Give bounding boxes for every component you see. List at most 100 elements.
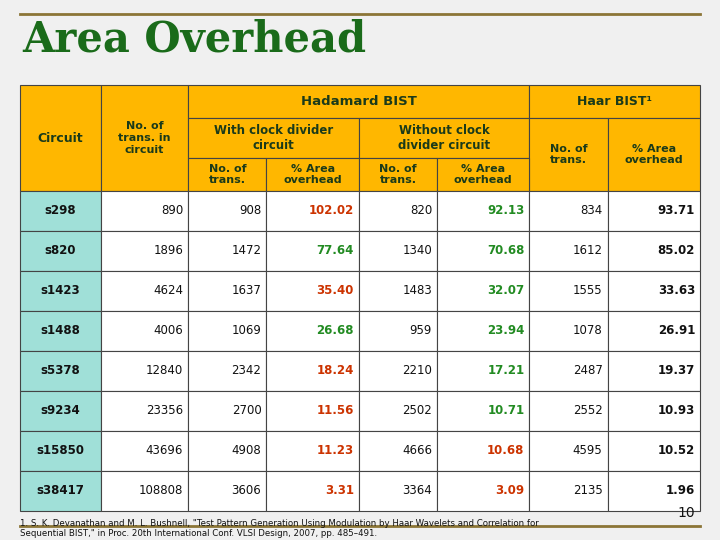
- Bar: [266, 191, 359, 231]
- Bar: [529, 191, 608, 231]
- Bar: [359, 158, 437, 191]
- Text: 1078: 1078: [573, 325, 603, 338]
- Bar: [437, 351, 529, 391]
- Text: 19.37: 19.37: [658, 364, 695, 377]
- Text: 32.07: 32.07: [487, 285, 524, 298]
- Bar: [188, 85, 529, 118]
- Text: 77.64: 77.64: [317, 245, 354, 258]
- Bar: [188, 271, 266, 311]
- Bar: [359, 118, 529, 158]
- Text: s1423: s1423: [40, 285, 80, 298]
- Bar: [529, 311, 608, 351]
- Bar: [608, 271, 700, 311]
- Text: 11.56: 11.56: [317, 404, 354, 417]
- Bar: [20, 391, 101, 431]
- Text: 2135: 2135: [573, 484, 603, 497]
- Bar: [437, 191, 529, 231]
- Text: 10.71: 10.71: [487, 404, 524, 417]
- Bar: [101, 351, 188, 391]
- Text: Circuit: Circuit: [37, 132, 83, 145]
- Bar: [437, 231, 529, 271]
- Bar: [437, 391, 529, 431]
- Bar: [529, 118, 608, 191]
- Text: 3.09: 3.09: [495, 484, 524, 497]
- Bar: [437, 431, 529, 471]
- Bar: [101, 191, 188, 231]
- Text: 1. S. K. Devanathan and M. L. Bushnell, "Test Pattern Generation Using Modulatio: 1. S. K. Devanathan and M. L. Bushnell, …: [20, 519, 539, 538]
- Bar: [359, 311, 437, 351]
- Bar: [20, 85, 101, 191]
- Text: No. of
trans.: No. of trans.: [379, 164, 417, 185]
- Text: 23.94: 23.94: [487, 325, 524, 338]
- Bar: [437, 158, 529, 191]
- Bar: [529, 471, 608, 511]
- Text: Haar BIST¹: Haar BIST¹: [577, 95, 652, 108]
- Text: No. of
trans.: No. of trans.: [549, 144, 588, 165]
- Bar: [188, 158, 266, 191]
- Text: 4666: 4666: [402, 444, 432, 457]
- Bar: [608, 351, 700, 391]
- Text: 12840: 12840: [146, 364, 183, 377]
- Text: 1472: 1472: [231, 245, 261, 258]
- Text: 35.40: 35.40: [317, 285, 354, 298]
- Text: 3606: 3606: [232, 484, 261, 497]
- Text: 890: 890: [161, 205, 183, 218]
- Bar: [359, 191, 437, 231]
- Text: 2342: 2342: [232, 364, 261, 377]
- Bar: [359, 231, 437, 271]
- Bar: [359, 471, 437, 511]
- Bar: [266, 391, 359, 431]
- Bar: [266, 471, 359, 511]
- Bar: [188, 391, 266, 431]
- Text: s5378: s5378: [40, 364, 80, 377]
- Text: 1896: 1896: [153, 245, 183, 258]
- Text: 908: 908: [239, 205, 261, 218]
- Text: Hadamard BIST: Hadamard BIST: [301, 95, 417, 108]
- Bar: [266, 231, 359, 271]
- Text: 102.02: 102.02: [309, 205, 354, 218]
- Bar: [101, 391, 188, 431]
- Text: s15850: s15850: [36, 444, 84, 457]
- Text: 92.13: 92.13: [487, 205, 524, 218]
- Text: 2487: 2487: [572, 364, 603, 377]
- Bar: [529, 391, 608, 431]
- Text: 18.24: 18.24: [317, 364, 354, 377]
- Text: 959: 959: [410, 325, 432, 338]
- Text: 23356: 23356: [146, 404, 183, 417]
- Bar: [101, 311, 188, 351]
- Text: 43696: 43696: [146, 444, 183, 457]
- Text: % Area
overhead: % Area overhead: [624, 144, 683, 165]
- Bar: [437, 471, 529, 511]
- Bar: [20, 471, 101, 511]
- Text: 11.23: 11.23: [317, 444, 354, 457]
- Text: Area Overhead: Area Overhead: [22, 18, 366, 60]
- Text: 10.93: 10.93: [658, 404, 695, 417]
- Bar: [608, 231, 700, 271]
- Bar: [101, 471, 188, 511]
- Bar: [188, 311, 266, 351]
- Text: 4006: 4006: [153, 325, 183, 338]
- Text: No. of
trans. in
circuit: No. of trans. in circuit: [118, 122, 171, 154]
- Text: 10: 10: [678, 506, 695, 520]
- Text: With clock divider
circuit: With clock divider circuit: [214, 124, 333, 152]
- Text: s38417: s38417: [36, 484, 84, 497]
- Text: 834: 834: [580, 205, 603, 218]
- Bar: [188, 118, 359, 158]
- Text: s1488: s1488: [40, 325, 80, 338]
- Text: 1555: 1555: [573, 285, 603, 298]
- Bar: [20, 191, 101, 231]
- Bar: [529, 85, 700, 118]
- Bar: [101, 431, 188, 471]
- Bar: [359, 391, 437, 431]
- Bar: [437, 311, 529, 351]
- Text: 26.68: 26.68: [316, 325, 354, 338]
- Bar: [359, 351, 437, 391]
- Text: 2210: 2210: [402, 364, 432, 377]
- Text: 4624: 4624: [153, 285, 183, 298]
- Text: 70.68: 70.68: [487, 245, 524, 258]
- Text: 1612: 1612: [572, 245, 603, 258]
- Bar: [529, 271, 608, 311]
- Text: s9234: s9234: [40, 404, 80, 417]
- Bar: [608, 311, 700, 351]
- Bar: [359, 271, 437, 311]
